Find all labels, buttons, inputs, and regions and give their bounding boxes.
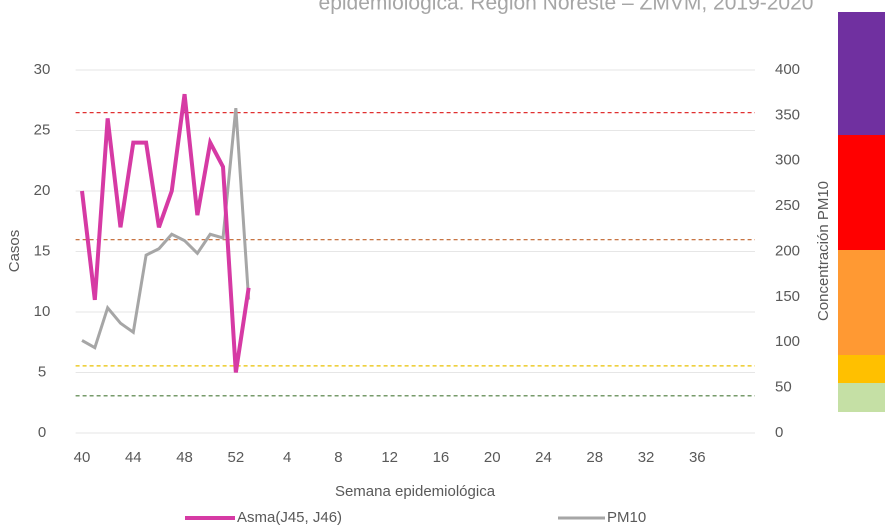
legend-label: Asma(J45, J46) (237, 509, 342, 526)
x-tick-label: 52 (227, 449, 244, 466)
y2-tick-label: 400 (775, 61, 800, 78)
x-axis-label: Semana epidemiológica (335, 483, 496, 500)
y-axis-label: Casos (6, 230, 23, 273)
legend-label: PM10 (607, 509, 646, 526)
y2-axis-label: Concentración PM10 (815, 181, 832, 321)
x-tick-label: 28 (586, 449, 603, 466)
x-tick-label: 36 (689, 449, 706, 466)
series-line (80, 93, 251, 373)
y2-tick-label: 100 (775, 333, 800, 350)
series-line (81, 107, 251, 350)
band-purple (838, 12, 885, 135)
x-tick-label: 24 (535, 449, 552, 466)
y2-tick-label: 300 (775, 152, 800, 169)
x-tick-label: 32 (638, 449, 655, 466)
y2-tick-label: 0 (775, 424, 783, 441)
x-tick-label: 48 (176, 449, 193, 466)
y2-tick-label: 50 (775, 379, 792, 396)
y-tick-label: 25 (34, 121, 51, 138)
y-tick-label: 15 (34, 242, 51, 259)
y-tick-label: 5 (38, 363, 46, 380)
band-red (838, 135, 885, 250)
y2-tick-label: 250 (775, 197, 800, 214)
y-tick-label: 20 (34, 182, 51, 199)
y2-tick-label: 200 (775, 242, 800, 259)
x-tick-label: 12 (381, 449, 398, 466)
y-tick-label: 10 (34, 303, 51, 320)
x-tick-label: 44 (125, 449, 142, 466)
x-tick-label: 4 (283, 449, 291, 466)
band-orange (838, 250, 885, 355)
x-tick-label: 40 (74, 449, 91, 466)
x-tick-label: 16 (433, 449, 450, 466)
chart-title: epidemiológica. Región Noreste – ZMVM, 2… (319, 0, 814, 15)
x-tick-label: 8 (334, 449, 342, 466)
y-tick-label: 0 (38, 424, 46, 441)
x-tick-label: 20 (484, 449, 501, 466)
band-green (838, 383, 885, 412)
y-tick-label: 30 (34, 61, 51, 78)
y2-tick-label: 350 (775, 106, 800, 123)
pm10-scale-bar (838, 12, 885, 412)
y2-tick-label: 150 (775, 288, 800, 305)
band-yellow (838, 355, 885, 383)
